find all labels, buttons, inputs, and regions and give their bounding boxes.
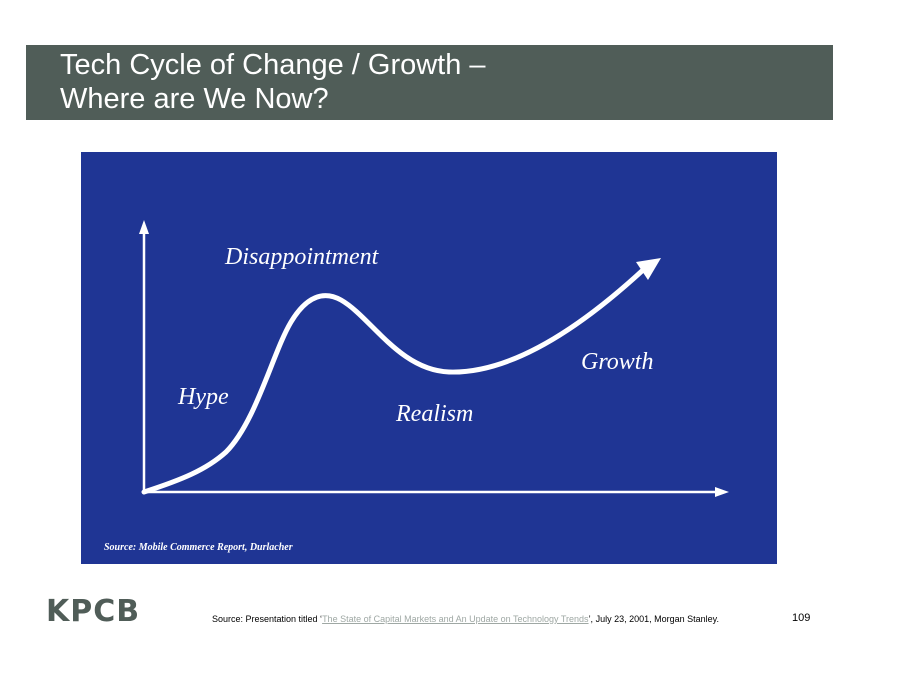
x-axis-arrowhead [715, 487, 729, 497]
cycle-curve [141, 267, 646, 495]
title-bar: Tech Cycle of Change / Growth – Where ar… [26, 45, 833, 120]
source-link[interactable]: The State of Capital Markets and An Upda… [322, 614, 589, 624]
figure-source: Source: Mobile Commerce Report, Durlache… [104, 542, 293, 553]
label-growth: Growth [581, 349, 654, 375]
tech-cycle-diagram: Disappointment Hype Realism Growth Sourc… [81, 152, 777, 564]
label-realism: Realism [396, 401, 474, 427]
label-disappointment: Disappointment [225, 244, 379, 270]
slide-title-line-2: Where are We Now? [60, 83, 329, 115]
source-suffix: ’, July 23, 2001, Morgan Stanley. [588, 614, 719, 624]
label-hype: Hype [178, 384, 229, 410]
kpcb-logo: KPCB [46, 594, 141, 629]
slide-title-line-1: Tech Cycle of Change / Growth – [60, 49, 486, 81]
footer-source: Source: Presentation titled ‘The State o… [212, 614, 719, 624]
diagram-canvas [139, 220, 729, 497]
curve-arrowhead [636, 258, 661, 280]
source-prefix: Source: Presentation titled ‘ [212, 614, 323, 624]
page-number: 109 [792, 612, 811, 624]
y-axis-arrowhead [139, 220, 149, 234]
